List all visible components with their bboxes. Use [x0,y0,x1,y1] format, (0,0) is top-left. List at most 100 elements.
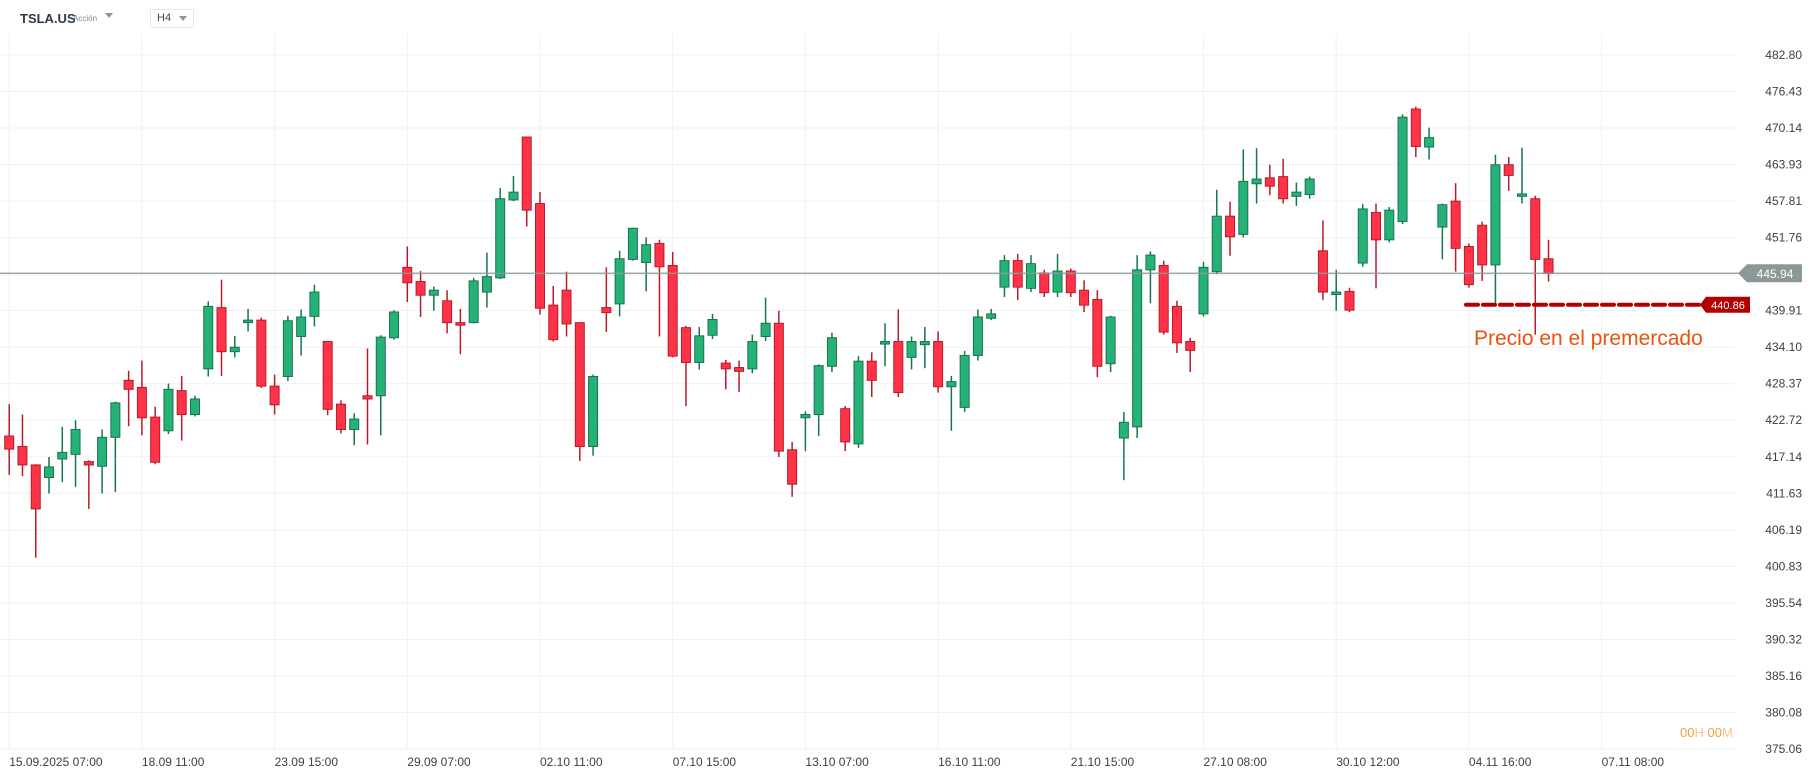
candle-body [44,466,55,479]
candle-body [1410,108,1421,147]
candle [880,323,891,367]
candle [1530,195,1541,335]
candle [601,267,612,333]
candle [1132,255,1143,438]
candle-body [1331,291,1342,296]
candle [893,309,904,398]
candle-body [349,418,360,430]
y-tick-label: 417.14 [1765,450,1802,464]
candle [972,309,983,361]
candle [17,414,28,477]
x-tick-label: 13.10 07:00 [805,755,869,769]
candle-body [986,313,997,319]
candle-body [627,227,638,260]
x-tick-label: 02.10 11:00 [540,755,603,769]
candle-body [1477,224,1488,266]
candle [641,237,652,292]
candle-body [1543,258,1554,274]
candle-body [919,341,930,346]
y-tick-label: 482.80 [1765,48,1802,62]
candle [1264,164,1275,196]
price-axis: 482.80 476.43 470.14 463.93 457.81 451.76 439.… [1765,48,1802,756]
candle-body [1317,250,1328,293]
candle-body [309,291,320,317]
candle [442,290,453,334]
y-tick-label: 390.32 [1765,632,1802,646]
candle-body [1384,209,1395,241]
candle [535,192,545,315]
timeframe-value: H4 [157,12,172,24]
candle [1490,154,1501,306]
candle [999,255,1010,298]
x-tick-label: 07.10 15:00 [673,755,737,769]
candle-body [375,336,386,397]
candle [110,401,121,493]
candle [189,395,200,417]
candle [1238,149,1249,238]
timeframe-select[interactable]: H4 [150,9,194,28]
candle-body [176,390,187,416]
candle [1012,253,1023,301]
candle [1118,411,1129,481]
candle [428,286,439,311]
candle-body [906,341,917,358]
candle [1516,147,1527,204]
candle [163,383,174,435]
candle-body [853,360,864,445]
candle-body [243,319,254,324]
symbol-label[interactable]: TSLA.US [20,11,76,26]
candle-body [30,464,41,510]
y-tick-label: 375.06 [1765,742,1802,756]
candle-body [933,341,944,388]
candle [853,356,864,448]
candle-body [269,385,280,406]
candle-body [561,289,572,325]
premarket-price-label: 440.86 [1711,300,1745,312]
candle-body [1503,164,1514,176]
x-tick-label: 16.10 11:00 [938,755,1001,769]
candle-body [1291,191,1302,197]
candle [866,352,877,398]
candle [680,325,691,407]
y-tick-label: 385.16 [1765,669,1802,683]
premarket-annotation: Precio en el premercado [1474,327,1703,350]
candle-body [1052,270,1063,293]
candle [243,308,254,332]
y-tick-label: 380.08 [1765,705,1802,719]
candle [216,279,227,376]
candle-body [110,402,121,438]
y-tick-label: 411.63 [1766,486,1802,500]
candle-body [1437,204,1448,228]
candle [747,334,758,374]
candle-body [163,388,174,432]
y-tick-label: 451.76 [1765,231,1802,245]
candle-body [614,258,625,305]
candle-body [826,337,837,367]
candle-body [4,435,15,450]
candle-body [1079,289,1090,306]
candle-body [946,381,957,388]
candle [1371,203,1382,289]
candle [654,239,665,337]
chart-header: TSLA.US Acción H4 [0,0,1810,34]
candle-body [415,281,426,296]
y-tick-label: 400.83 [1765,559,1802,573]
candle-body [216,307,227,353]
candle-body [1105,316,1116,365]
candle-body [1371,212,1382,241]
candle [123,370,134,427]
candle-body [1225,215,1236,238]
candle [588,374,599,456]
candle-body [1158,265,1169,333]
candle-body [1238,180,1249,235]
candle-body [601,307,612,314]
symbol-dropdown-icon[interactable] [105,13,113,18]
candle-body [1132,269,1143,428]
candle-body [256,319,267,387]
candle [1331,269,1342,311]
candle [1410,106,1421,158]
timer-h: H [1694,725,1704,740]
candle-body [136,386,147,419]
candle-body [1530,198,1541,260]
